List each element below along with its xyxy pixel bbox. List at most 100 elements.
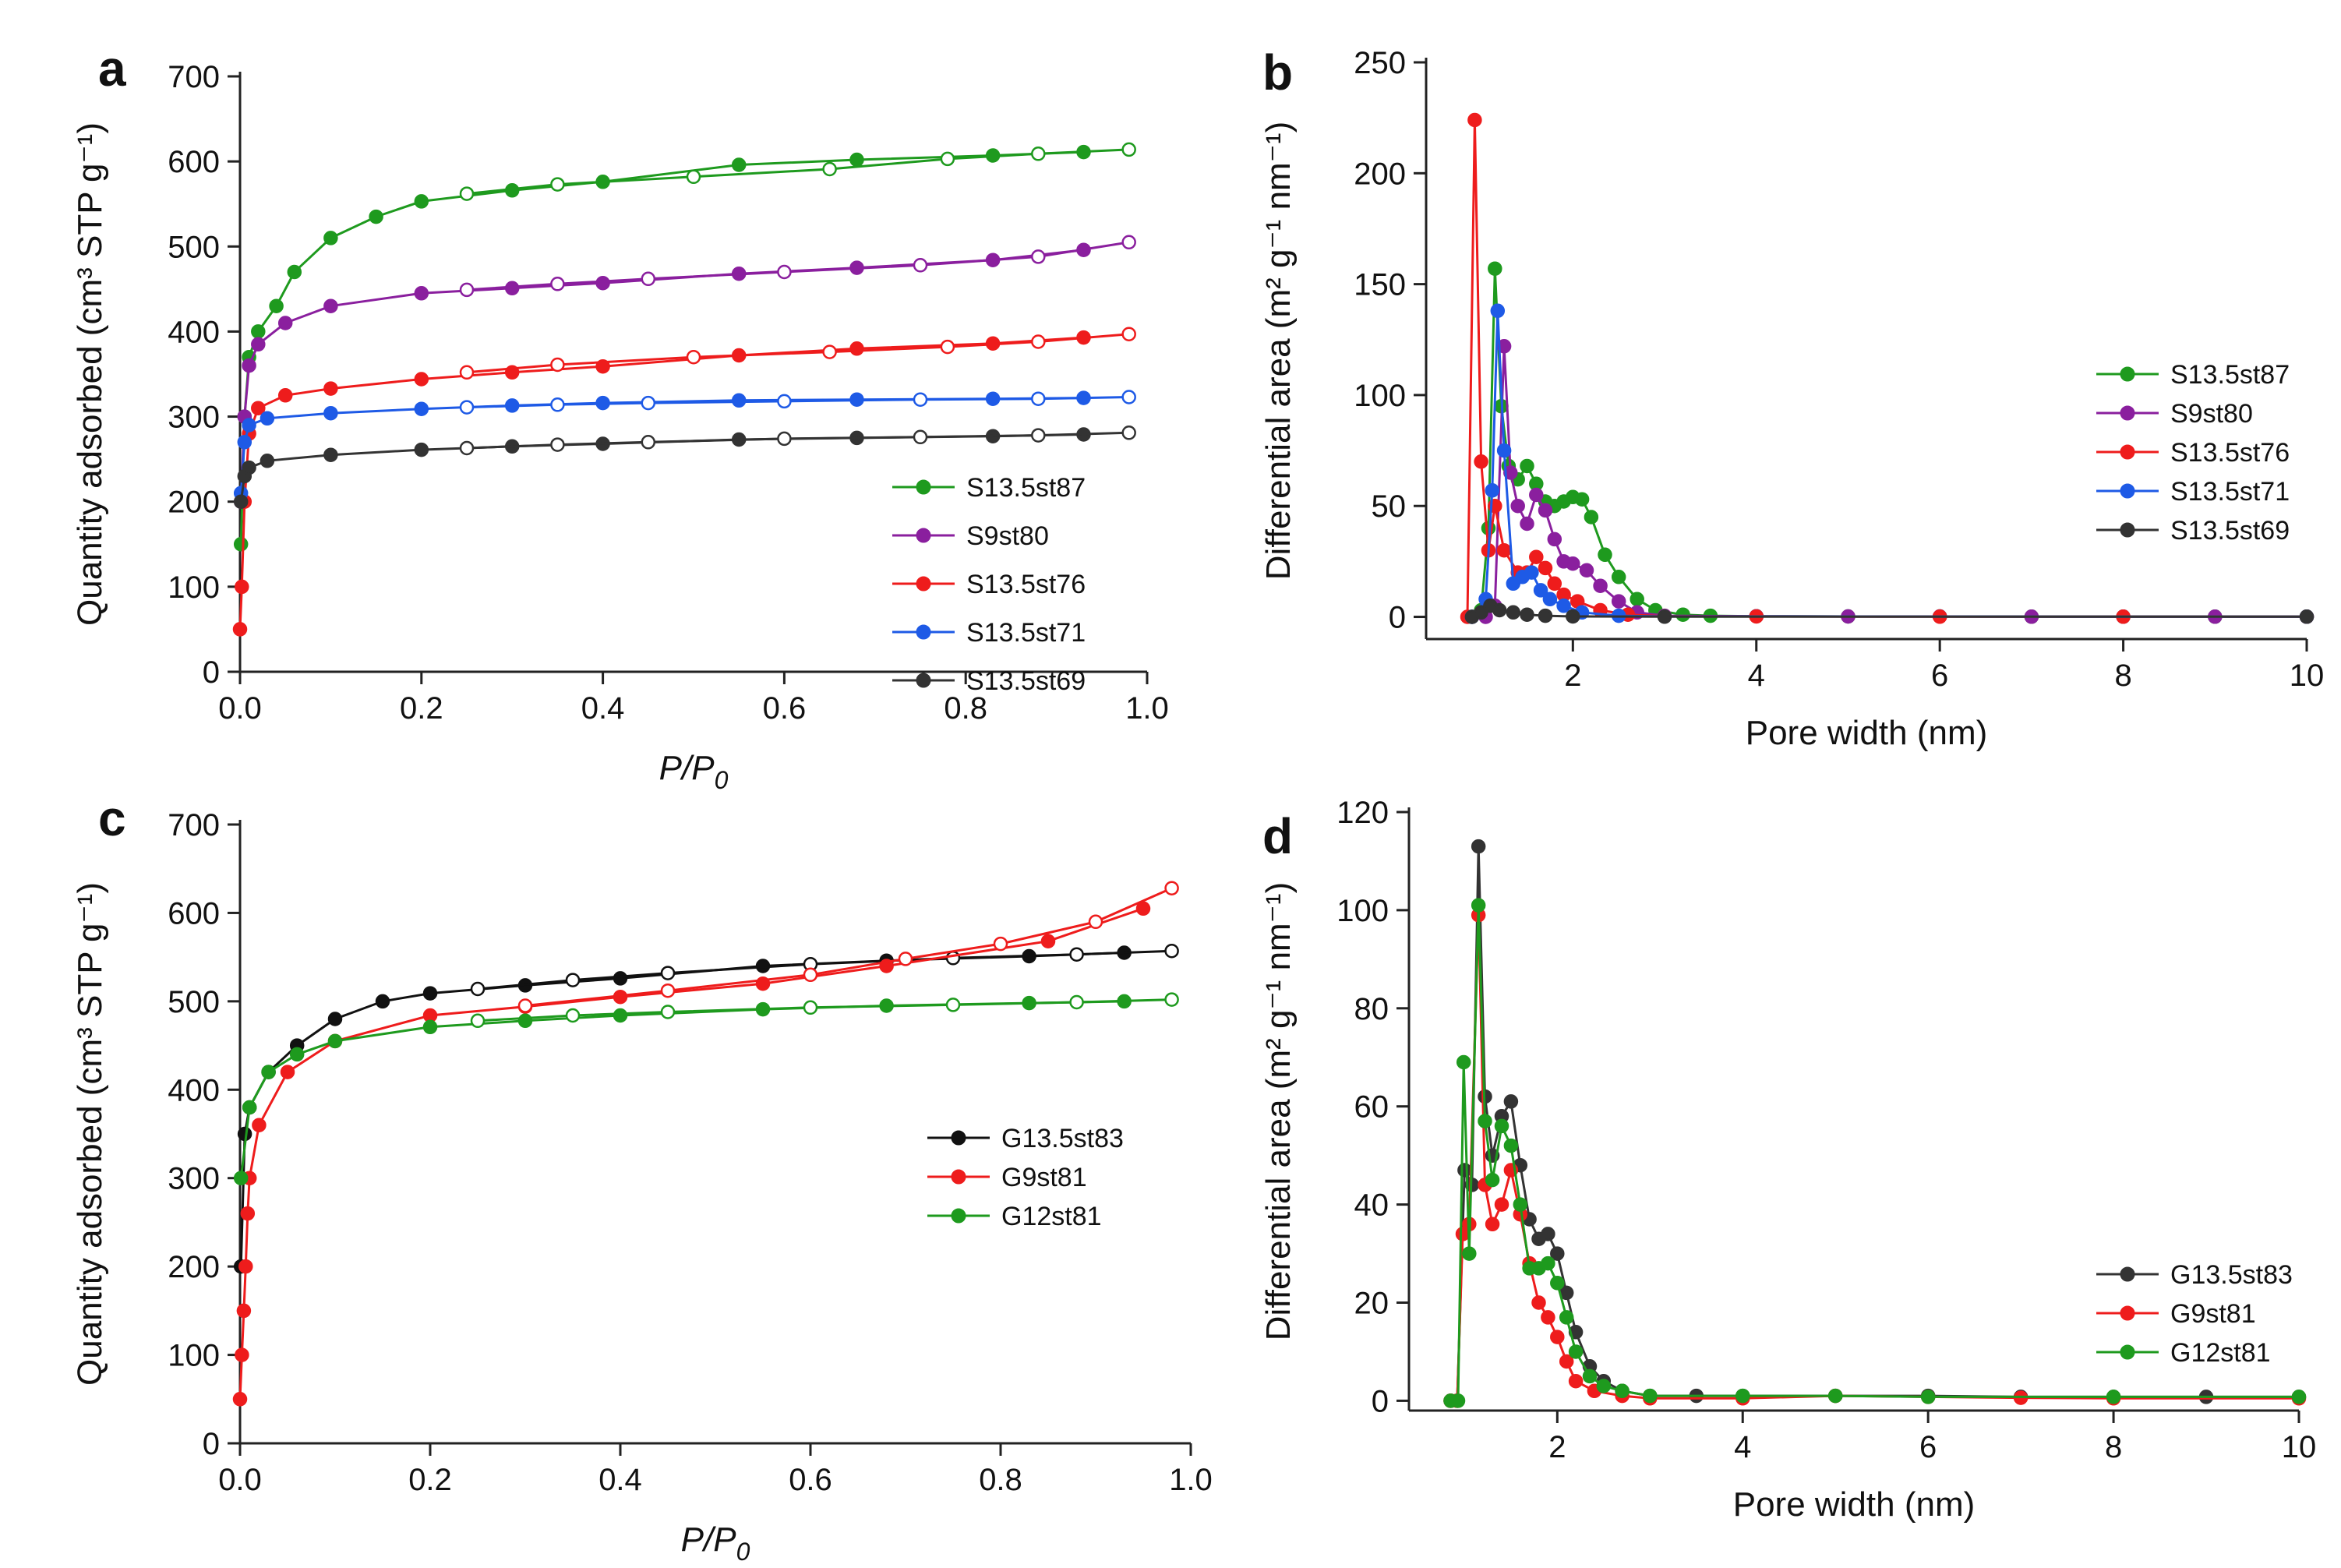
desorption-point — [1069, 947, 1084, 962]
legend-label: G12st81 — [2170, 1338, 2271, 1368]
desorption-point — [660, 966, 676, 980]
adsorption-point — [289, 1047, 305, 1062]
distribution-point — [1471, 898, 1486, 913]
distribution-point — [1490, 303, 1506, 319]
distribution-point — [1467, 112, 1482, 128]
desorption-point — [1121, 426, 1136, 440]
distribution-point — [1582, 1368, 1598, 1384]
adsorption-line — [239, 433, 1084, 502]
distribution-point — [1506, 605, 1521, 620]
desorption-point — [945, 998, 961, 1012]
adsorption-point — [731, 157, 747, 172]
legend-swatch-marker — [951, 1169, 966, 1185]
series-S13.5st76 — [232, 327, 1136, 637]
distribution-point — [1579, 563, 1594, 578]
adsorption-line — [239, 397, 1084, 493]
adsorption-point — [238, 1259, 253, 1274]
legend-item: S13.5st87 — [892, 473, 1086, 503]
panel-letter: a — [98, 41, 126, 97]
y-tick-label: 100 — [1336, 894, 1389, 928]
adsorption-point — [287, 264, 302, 280]
legend-label: S13.5st71 — [2170, 477, 2290, 507]
y-tick-label: 700 — [168, 60, 220, 94]
x-axis-title: P/P0 — [681, 1520, 750, 1566]
y-axis-title: Quantity adsorbed (cm³ STP g⁻¹) — [71, 122, 109, 626]
x-axis-title: P/P0 — [659, 749, 729, 794]
desorption-line — [477, 949, 1172, 991]
desorption-point — [641, 435, 656, 450]
desorption-point — [1031, 334, 1046, 349]
desorption-point — [641, 395, 656, 411]
distribution-point — [1556, 599, 1571, 613]
distribution-point — [1520, 458, 1534, 474]
adsorption-point — [260, 411, 275, 426]
legend-item: S13.5st87 — [2096, 360, 2290, 390]
adsorption-point — [251, 337, 266, 352]
desorption-point — [1164, 992, 1179, 1007]
legend-label: S13.5st71 — [966, 618, 1086, 648]
desorption-point — [1031, 147, 1046, 161]
desorption-point — [686, 349, 701, 365]
y-tick-label: 200 — [168, 1250, 220, 1284]
desorption-point — [459, 440, 475, 456]
y-tick-label: 600 — [168, 896, 220, 931]
legend-label: S13.5st87 — [966, 473, 1086, 503]
desorption-point — [565, 973, 581, 987]
desorption-point — [550, 397, 565, 412]
desorption-point — [459, 282, 475, 298]
legend-item: G12st81 — [927, 1202, 1102, 1231]
y-tick-label: 500 — [168, 230, 220, 264]
desorption-point — [1031, 428, 1046, 443]
legend-item: S13.5st76 — [2096, 438, 2290, 468]
y-tick-label: 20 — [1354, 1287, 1389, 1321]
adsorption-point — [414, 286, 429, 301]
legend-item: G13.5st83 — [927, 1124, 1124, 1153]
y-tick-label: 100 — [1354, 379, 1406, 413]
legend-item: S13.5st71 — [2096, 477, 2290, 507]
adsorption-point — [323, 298, 338, 313]
distribution-point — [1529, 549, 1544, 564]
distribution-point — [1494, 1197, 1509, 1212]
legend-label: G13.5st83 — [2170, 1260, 2293, 1290]
distribution-point — [1538, 560, 1553, 576]
adsorption-point — [235, 579, 249, 595]
legend-swatch-marker — [2120, 1305, 2135, 1321]
distribution-point — [1611, 594, 1626, 609]
adsorption-point — [240, 1206, 256, 1221]
y-tick-label: 200 — [168, 486, 220, 520]
legend-item: S9st80 — [2096, 399, 2253, 429]
distribution-point — [1630, 592, 1644, 607]
distribution-point — [1494, 1118, 1509, 1134]
adsorption-point — [731, 393, 747, 408]
x-tick-label: 6 — [1919, 1430, 1937, 1464]
distribution-point — [1513, 1197, 1528, 1212]
legend-swatch-marker — [2120, 1344, 2135, 1360]
legend-item: S13.5st69 — [2096, 516, 2290, 546]
y-tick-label: 300 — [168, 1162, 220, 1196]
legend-swatch-marker — [2120, 366, 2135, 382]
adsorption-point — [232, 622, 248, 637]
legend-swatch-marker — [2120, 444, 2135, 460]
desorption-point — [1164, 881, 1179, 895]
distribution-point — [1541, 1310, 1555, 1325]
desorption-point — [945, 951, 961, 966]
desorption-point — [803, 967, 818, 983]
desorption-point — [822, 344, 837, 359]
legend-swatch-marker — [916, 576, 931, 592]
adsorption-point — [237, 435, 252, 450]
panel-letter: d — [1262, 808, 1293, 864]
distribution-point — [1478, 1114, 1492, 1128]
distribution-point — [1615, 1383, 1630, 1399]
legend-label: S13.5st69 — [2170, 516, 2290, 546]
adsorption-point — [323, 405, 338, 421]
adsorption-point — [1040, 934, 1056, 948]
adsorption-point — [236, 1303, 252, 1319]
adsorption-line — [239, 1000, 1125, 1178]
adsorption-point — [251, 324, 266, 339]
adsorption-point — [269, 298, 284, 313]
desorption-point — [1031, 249, 1046, 264]
adsorption-point — [242, 460, 256, 475]
x-tick-label: 8 — [2105, 1430, 2122, 1464]
desorption-point — [660, 983, 676, 998]
y-axis-title: Quantity adsorbed (cm³ STP g⁻¹) — [71, 882, 109, 1386]
